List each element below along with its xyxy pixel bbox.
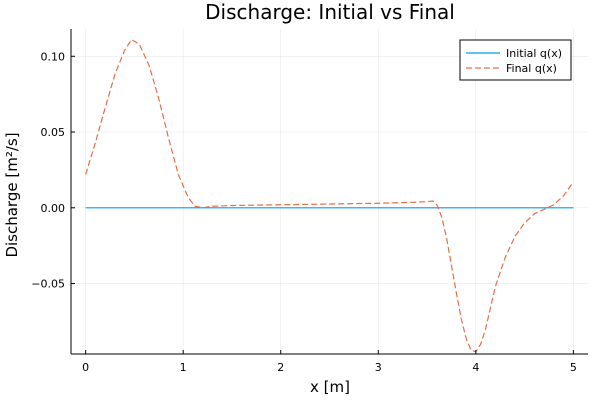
x-tick-label: 0: [82, 361, 89, 374]
legend-label: Final q(x): [506, 62, 557, 75]
ticks: 0 1 2 3 4 5 0.10 0.05 0.00 −0.05: [31, 50, 577, 374]
legend: Initial q(x) Final q(x): [459, 39, 572, 81]
x-tick-label: 2: [277, 361, 284, 374]
y-tick-label: −0.05: [31, 278, 65, 291]
y-tick-label: 0.05: [41, 126, 66, 139]
y-axis-title: Discharge [m²/s]: [3, 132, 21, 257]
y-tick-label: 0.10: [41, 50, 66, 63]
x-axis-title: x [m]: [310, 378, 350, 396]
axes: [70, 29, 588, 355]
series-line-2: [85, 39, 574, 353]
x-tick-label: 3: [375, 361, 382, 374]
x-tick-label: 4: [472, 361, 479, 374]
chart-title: Discharge: Initial vs Final: [205, 0, 455, 24]
legend-label: Initial q(x): [506, 47, 562, 60]
y-tick-label: 0.00: [41, 202, 66, 215]
x-tick-label: 1: [180, 361, 187, 374]
series-layer: [85, 39, 574, 353]
x-tick-label: 5: [570, 361, 577, 374]
legend-box: [459, 39, 572, 81]
